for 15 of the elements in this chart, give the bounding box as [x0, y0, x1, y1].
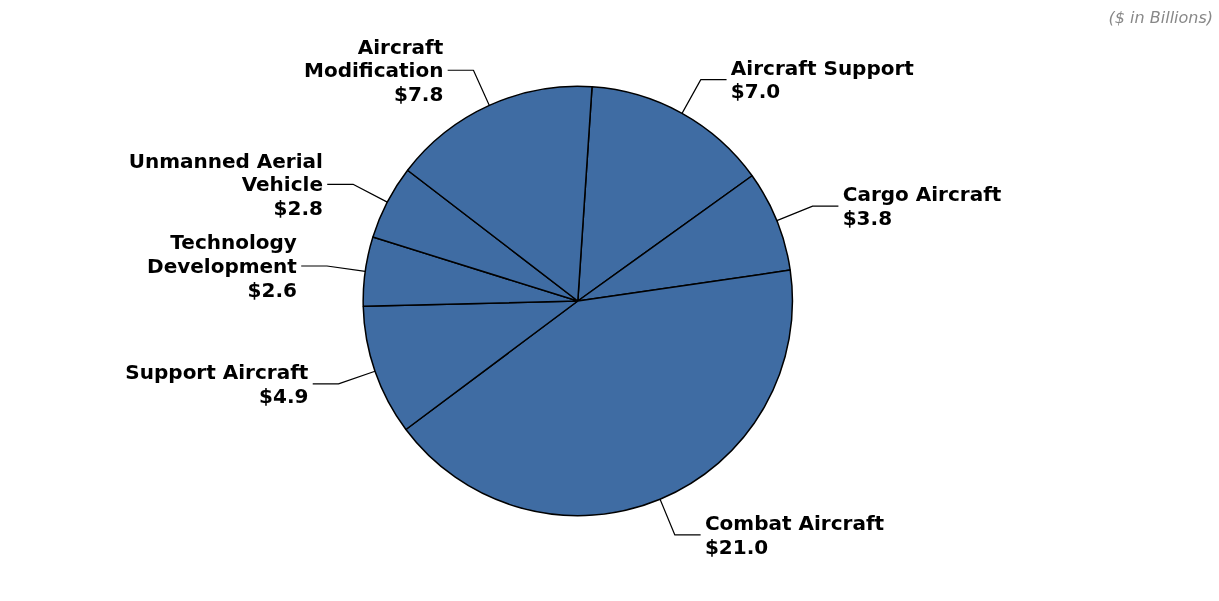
text: ($ in Billions)	[1108, 8, 1214, 28]
data-label: $2.8	[273, 195, 323, 220]
data-label: $3.8	[842, 205, 893, 230]
slice-label: Combat Aircraft	[704, 511, 885, 536]
data-label: $7.8	[394, 81, 444, 106]
slice-label: Aircraft Modification	[303, 34, 444, 83]
data-label: $7.0	[730, 79, 781, 104]
slice-label: Technology Development	[147, 230, 298, 278]
slice-label: Unmanned Aerial Vehicle	[128, 148, 323, 197]
slice-label: Support Aircraft	[125, 360, 309, 385]
data-label: $4.9	[259, 383, 309, 408]
slice-label: Aircraft Support	[730, 55, 915, 80]
slice-label: Cargo Aircraft	[842, 182, 1002, 207]
data-label: $2.6	[247, 277, 297, 302]
data-label: $21.0	[704, 534, 769, 559]
